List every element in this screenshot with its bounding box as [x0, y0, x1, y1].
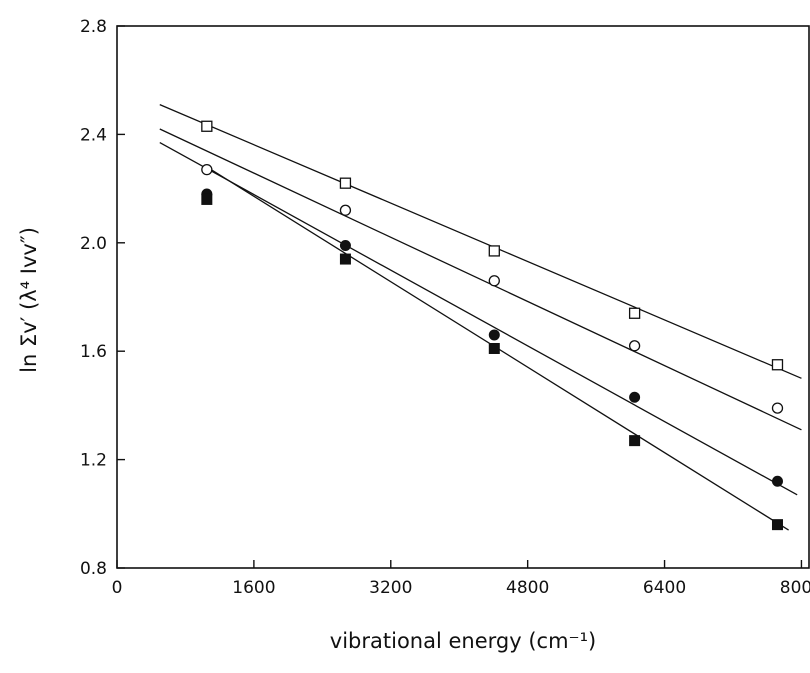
- fit-line-1: [159, 103, 802, 379]
- filled-square-point: [339, 253, 351, 265]
- x-tick-label: 0: [112, 578, 123, 598]
- x-tick-label: 1600: [232, 578, 275, 598]
- fit-line-2: [159, 128, 802, 431]
- filled-square-point: [201, 193, 213, 205]
- open-circle-point: [771, 402, 784, 414]
- x-tick-label: 4800: [506, 578, 549, 598]
- x-tick-label: 6400: [643, 578, 686, 598]
- filled-circle-point: [771, 475, 783, 487]
- open-square-point: [488, 245, 500, 257]
- open-circle-point: [628, 340, 641, 352]
- y-axis-title: ln Σv′ (λ⁴ Ivv″): [17, 227, 41, 373]
- open-circle-point: [488, 275, 500, 287]
- filled-square-point: [771, 519, 783, 531]
- filled-square-point: [629, 435, 641, 447]
- fit-line-3: [159, 141, 798, 496]
- open-square-point: [339, 177, 352, 189]
- plot-frame: [116, 25, 810, 569]
- y-tick-label: 1.6: [80, 342, 107, 362]
- x-axis-title: vibrational energy (cm⁻¹): [330, 629, 596, 653]
- fit-lines: [159, 103, 802, 531]
- x-tick-label: 3200: [369, 578, 412, 598]
- y-tick-label: 1.2: [80, 451, 107, 471]
- open-circle-point: [201, 163, 213, 176]
- y-tick-label: 2.8: [80, 17, 107, 37]
- data-points: [201, 120, 784, 531]
- open-circle-point: [339, 204, 352, 216]
- filled-square-point: [488, 342, 500, 354]
- axes: [116, 25, 810, 569]
- open-square-point: [628, 307, 641, 319]
- open-square-point: [201, 120, 213, 132]
- open-square-point: [771, 359, 784, 371]
- filled-circle-point: [339, 240, 351, 252]
- y-tick-label: 0.8: [80, 559, 107, 579]
- y-tick-label: 2.4: [80, 125, 107, 145]
- filled-circle-point: [629, 391, 641, 403]
- y-tick-label: 2.0: [80, 234, 107, 254]
- filled-circle-point: [488, 329, 500, 341]
